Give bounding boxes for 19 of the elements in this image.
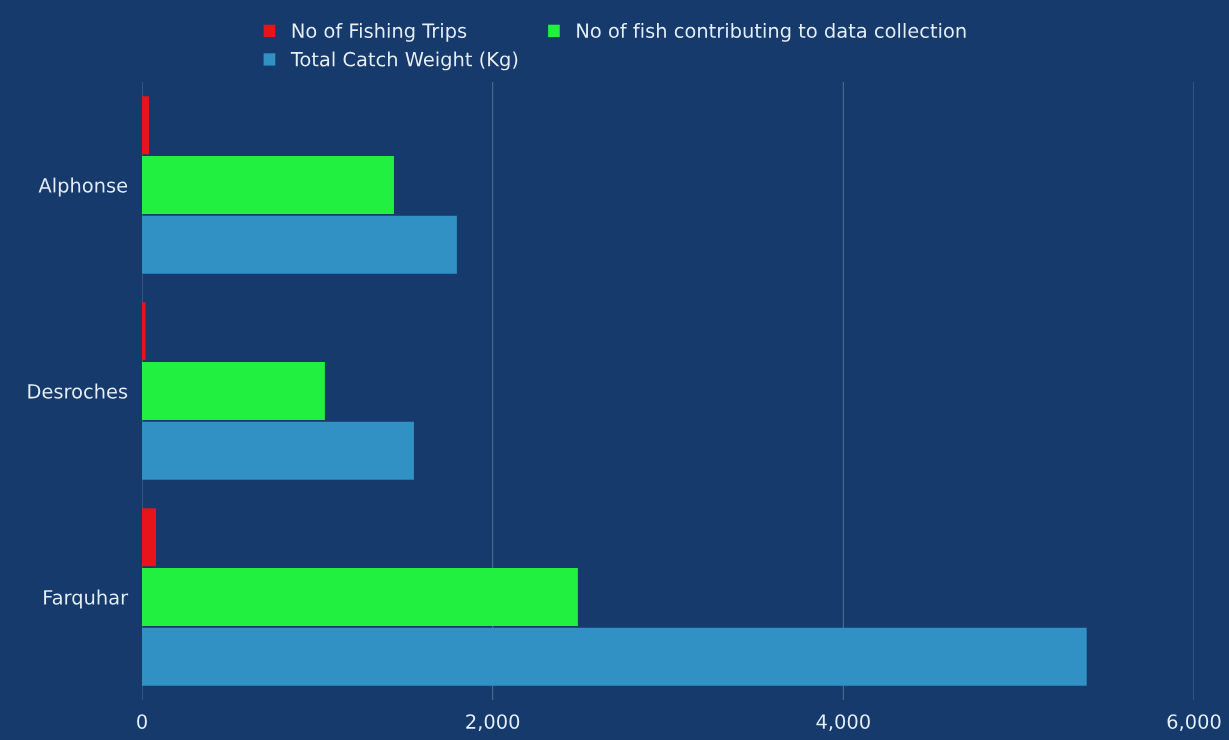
x-tick-label: 2,000 [466, 714, 520, 731]
bar [142, 362, 325, 420]
bar [142, 96, 150, 155]
bar [142, 156, 394, 214]
y-tick-label: Alphonse [38, 177, 128, 197]
legend-label: Total Catch Weight (Kg) [290, 51, 518, 71]
legend-label: No of fish contributing to data collection [577, 22, 966, 42]
x-tick-label: 6,000 [1167, 714, 1221, 731]
legend-label: No of Fishing Trips [292, 22, 467, 42]
y-tick-label: Farquhar [44, 589, 129, 609]
bar [142, 627, 1087, 686]
bar [142, 421, 414, 480]
bar [142, 302, 146, 361]
x-tick-label: 4,000 [816, 714, 870, 731]
x-tick-label: 0 [137, 714, 147, 729]
y-tick-label: Desroches [28, 383, 128, 399]
bar [142, 215, 457, 274]
bar [142, 568, 578, 626]
bar [142, 508, 157, 567]
